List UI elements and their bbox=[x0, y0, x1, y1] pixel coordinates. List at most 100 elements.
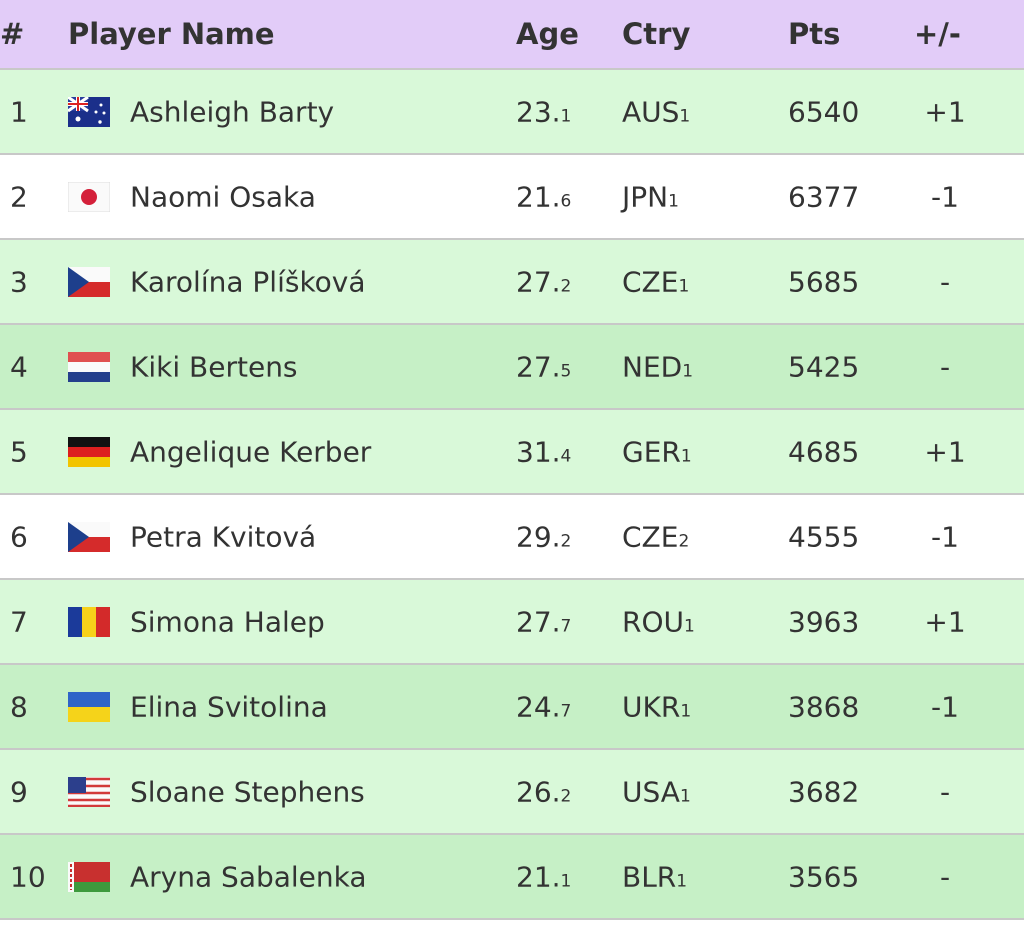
age-main: 21. bbox=[516, 860, 561, 893]
country-code: ROU bbox=[622, 605, 684, 638]
country: JPN1 bbox=[622, 180, 679, 213]
rank: 4 bbox=[10, 350, 28, 383]
country-count: 1 bbox=[680, 701, 692, 721]
rank: 1 bbox=[10, 95, 28, 128]
change: -1 bbox=[931, 690, 959, 723]
rank: 8 bbox=[10, 690, 28, 723]
age-main: 27. bbox=[516, 350, 561, 383]
change: +1 bbox=[924, 435, 966, 468]
table-row: 1 Ashleigh Barty 23.1 AUS1 6540 +1 bbox=[0, 70, 1024, 155]
flag bbox=[68, 351, 110, 382]
flag-icon bbox=[68, 691, 110, 722]
age: 21.6 bbox=[516, 180, 571, 213]
flag bbox=[68, 436, 110, 467]
country-count: 1 bbox=[682, 361, 694, 381]
age: 26.2 bbox=[516, 775, 571, 808]
header-cell: Ctry bbox=[622, 17, 691, 51]
points: 3565 bbox=[788, 860, 860, 893]
player-name: Kiki Bertens bbox=[130, 350, 298, 383]
age-main: 27. bbox=[516, 265, 561, 298]
table-row: 4 Kiki Bertens 27.5 NED1 5425 - bbox=[0, 325, 1024, 410]
country: AUS1 bbox=[622, 95, 690, 128]
country: ROU1 bbox=[622, 605, 695, 638]
age-main: 31. bbox=[516, 435, 561, 468]
change: - bbox=[939, 265, 951, 298]
rank: 2 bbox=[10, 180, 28, 213]
age-main: 23. bbox=[516, 95, 561, 128]
age: 31.4 bbox=[516, 435, 571, 468]
age-sub: 7 bbox=[560, 616, 572, 636]
country-count: 1 bbox=[679, 786, 691, 806]
age-sub: 1 bbox=[560, 871, 572, 891]
change: +1 bbox=[924, 605, 966, 638]
flag-icon bbox=[67, 95, 110, 127]
change: -1 bbox=[931, 180, 959, 213]
age: 23.1 bbox=[516, 95, 571, 128]
table-row: 8 Elina Svitolina 24.7 UKR1 3868 -1 bbox=[0, 665, 1024, 750]
header-row: # Player Name Age Ctry Pts +/- bbox=[0, 0, 1024, 70]
flag bbox=[67, 181, 111, 212]
age-main: 26. bbox=[516, 775, 561, 808]
table-row: 9 Sloane Stephens 26.2 USA1 3682 - bbox=[0, 750, 1024, 835]
change: - bbox=[939, 350, 951, 383]
player-name: Angelique Kerber bbox=[130, 435, 372, 468]
table-row: 5 Angelique Kerber 31.4 GER1 4685 +1 bbox=[0, 410, 1024, 495]
age-sub: 5 bbox=[560, 361, 572, 381]
age-sub: 2 bbox=[560, 531, 572, 551]
age-sub: 6 bbox=[560, 191, 572, 211]
country: CZE1 bbox=[622, 265, 689, 298]
country-code: UKR bbox=[622, 690, 681, 723]
age-main: 27. bbox=[516, 605, 561, 638]
points: 6540 bbox=[788, 95, 860, 128]
country-code: CZE bbox=[622, 520, 679, 553]
points: 3868 bbox=[788, 690, 860, 723]
points: 3963 bbox=[788, 605, 860, 638]
change: -1 bbox=[931, 520, 959, 553]
header-cell: Pts bbox=[788, 17, 841, 51]
points: 3682 bbox=[788, 775, 860, 808]
header-cell: +/- bbox=[914, 17, 961, 51]
rank: 6 bbox=[10, 520, 28, 553]
change: - bbox=[939, 860, 951, 893]
country-count: 1 bbox=[679, 106, 691, 126]
player-name: Aryna Sabalenka bbox=[130, 860, 367, 893]
age-sub: 2 bbox=[560, 786, 572, 806]
rank: 7 bbox=[10, 605, 28, 638]
flag-icon bbox=[68, 266, 110, 297]
flag-icon bbox=[68, 861, 110, 892]
flag-icon bbox=[67, 181, 111, 212]
age: 24.7 bbox=[516, 690, 571, 723]
age-main: 29. bbox=[516, 520, 561, 553]
player-name: Karolína Plíšková bbox=[130, 265, 366, 298]
country-code: NED bbox=[622, 350, 683, 383]
flag bbox=[68, 861, 110, 892]
age: 27.5 bbox=[516, 350, 571, 383]
age: 29.2 bbox=[516, 520, 571, 553]
flag-icon bbox=[68, 436, 110, 467]
country: NED1 bbox=[622, 350, 693, 383]
age-main: 24. bbox=[516, 690, 561, 723]
header-cell: Age bbox=[516, 17, 579, 51]
country-code: JPN bbox=[622, 180, 669, 213]
country-code: AUS bbox=[622, 95, 680, 128]
country: CZE2 bbox=[622, 520, 689, 553]
points: 4685 bbox=[788, 435, 860, 468]
country-code: GER bbox=[622, 435, 681, 468]
player-name: Elina Svitolina bbox=[130, 690, 328, 723]
age-main: 21. bbox=[516, 180, 561, 213]
table-row: 10 Aryna Sabalenka 21.1 BLR1 3565- bbox=[0, 835, 1024, 920]
age: 27.7 bbox=[516, 605, 571, 638]
table-row: 2 Naomi Osaka 21.6 JPN1 6377 -1 bbox=[0, 155, 1024, 240]
country: BLR1 bbox=[622, 860, 687, 893]
player-name: Naomi Osaka bbox=[130, 180, 316, 213]
flag bbox=[68, 606, 110, 637]
table-row: 6 Petra Kvitová 29.2 CZE2 4555 -1 bbox=[0, 495, 1024, 580]
points: 5425 bbox=[788, 350, 860, 383]
change: - bbox=[939, 775, 951, 808]
player-name: Ashleigh Barty bbox=[130, 95, 335, 128]
header-cell: # bbox=[0, 17, 25, 51]
age-sub: 4 bbox=[560, 446, 572, 466]
country: UKR1 bbox=[622, 690, 691, 723]
flag-icon bbox=[68, 606, 110, 637]
